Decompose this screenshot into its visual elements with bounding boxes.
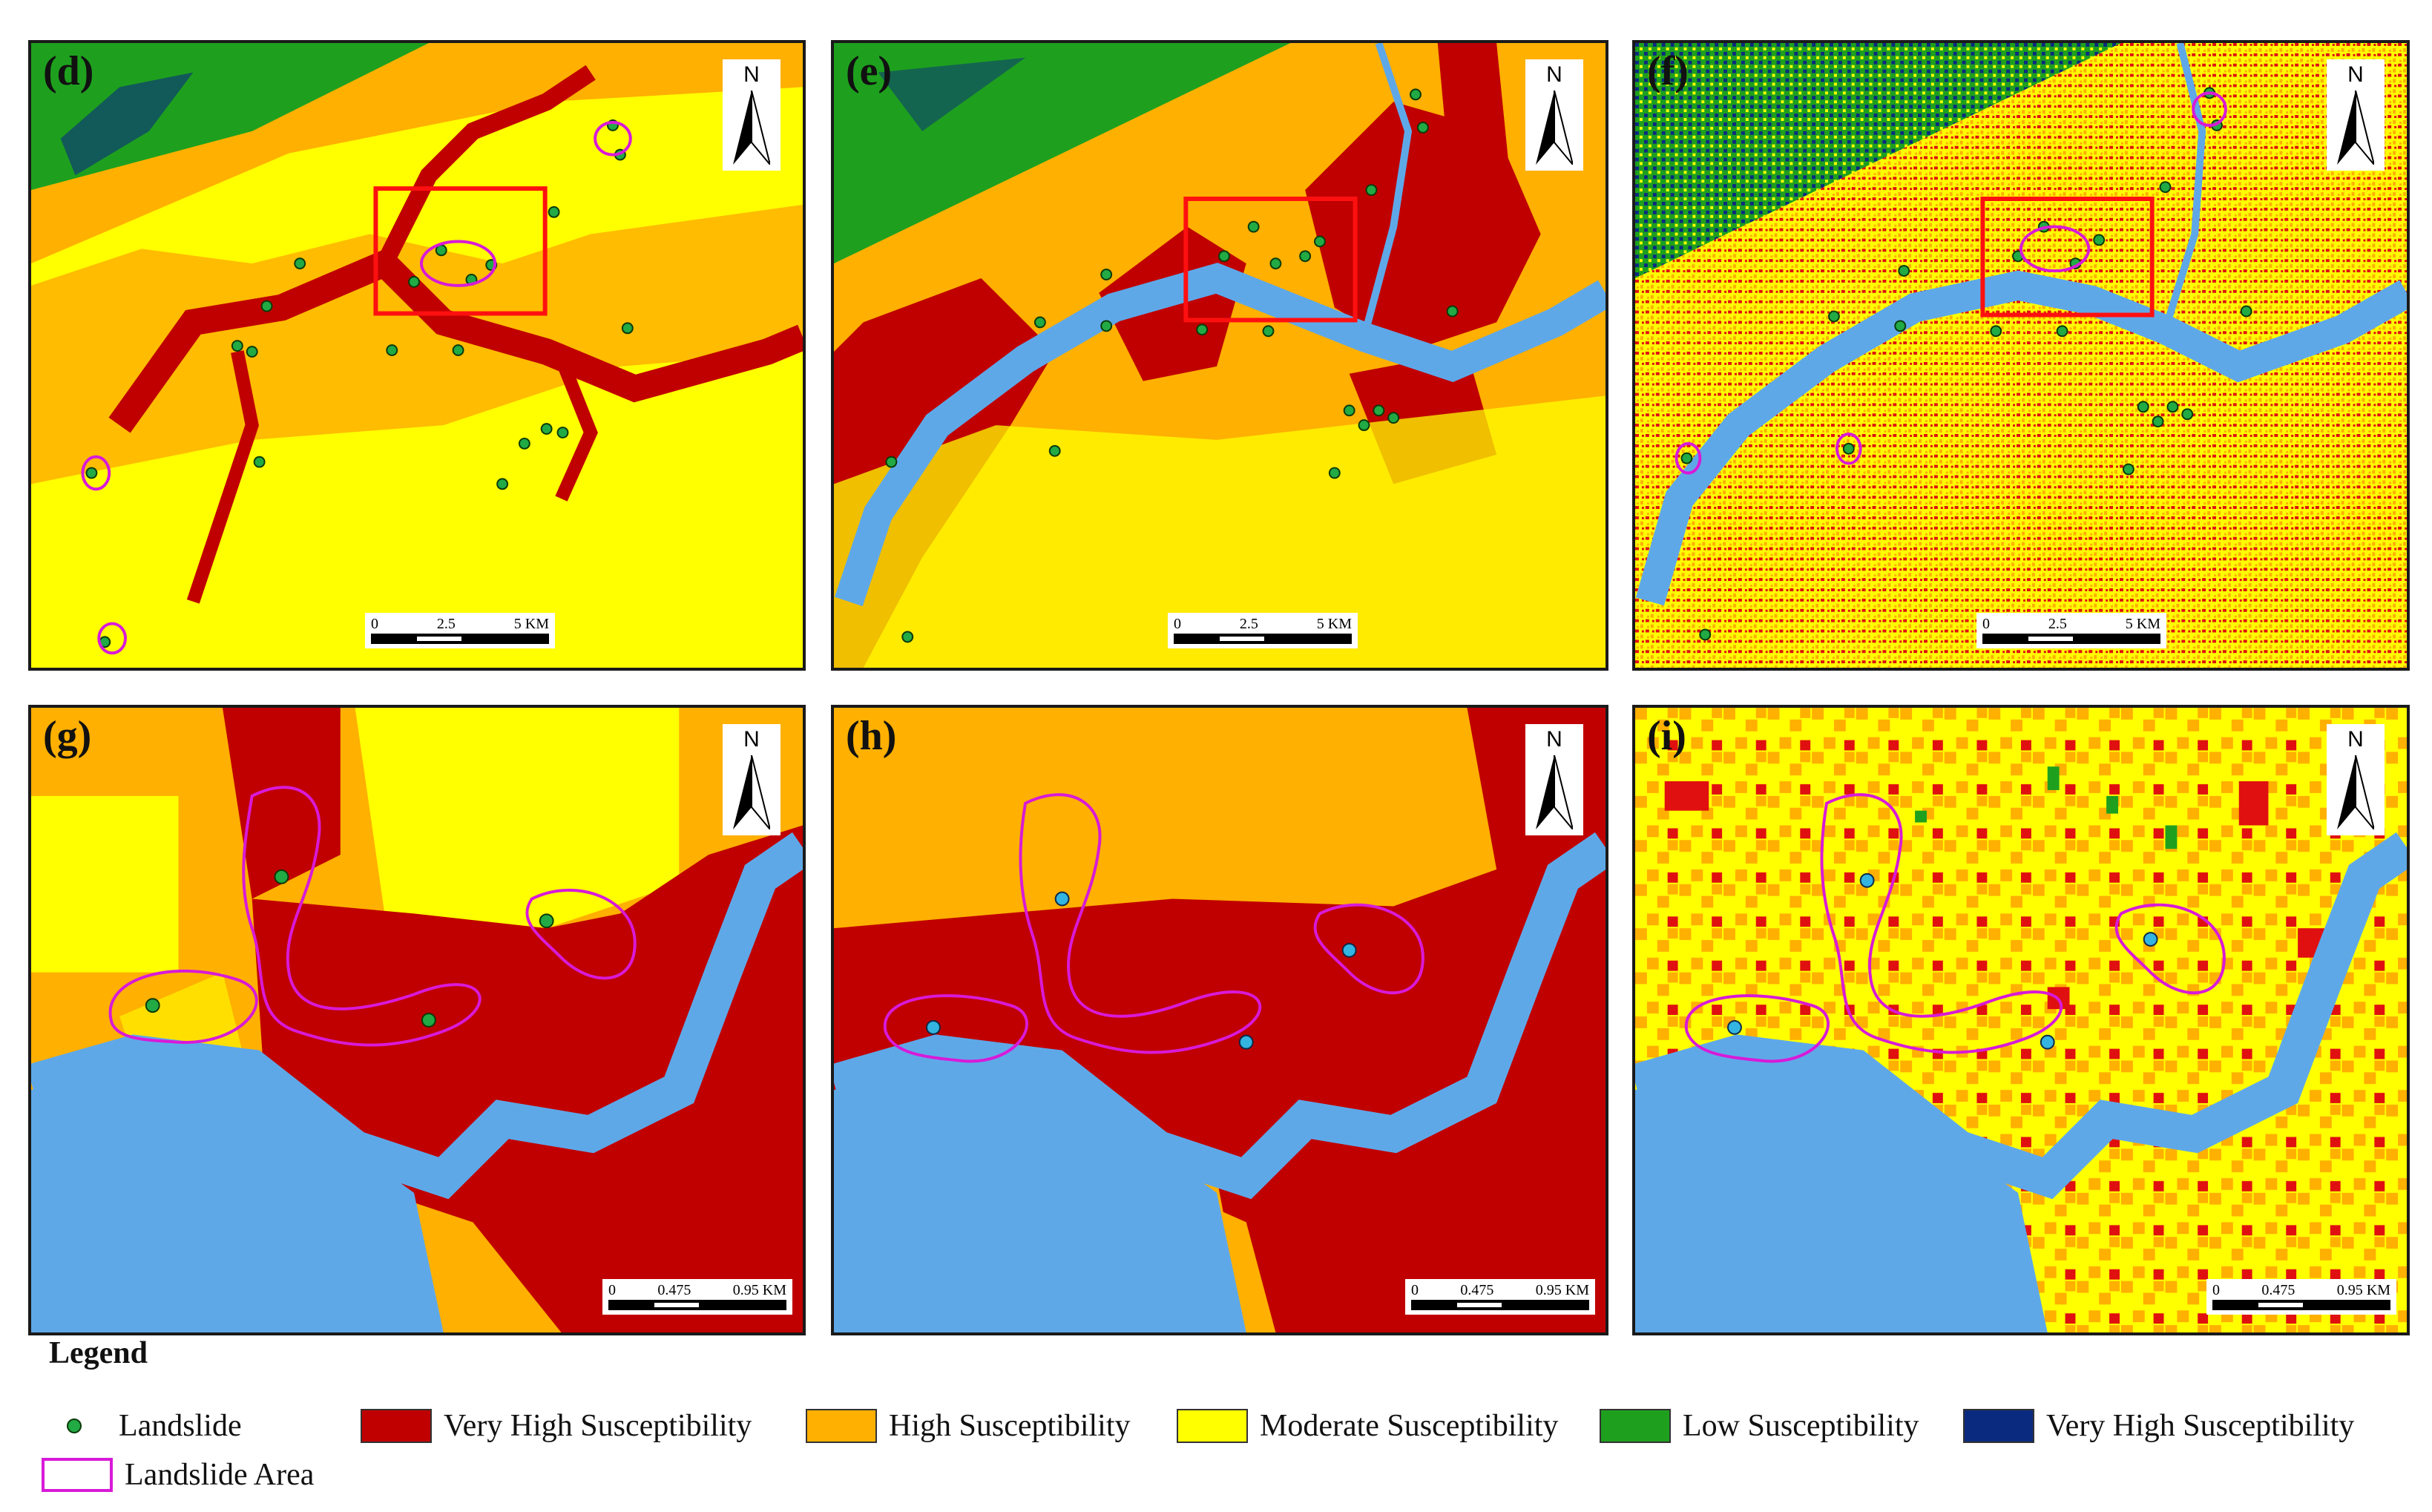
landslide-areas-i: [1684, 793, 2226, 1063]
scale-bar: 0 0.475 0.95 KM: [2206, 1279, 2396, 1315]
scale-bar: 0 0.475 0.95 KM: [602, 1279, 792, 1315]
legend-item-landslide: Landslide: [42, 1408, 242, 1444]
map-panel-d: (d) N 0 2.5 5 KM: [28, 40, 806, 671]
low-swatch: [1600, 1409, 1671, 1443]
panel-label: (e): [846, 48, 893, 94]
legend: Legend Landslide Landslide Area Very Hig…: [42, 1335, 2416, 1506]
north-arrow: N: [1525, 724, 1583, 835]
north-arrow: N: [723, 724, 780, 835]
north-arrow-icon: [733, 91, 770, 165]
high-swatch: [806, 1409, 877, 1443]
map-panel-e: (e) N 0 2.5 5 KM: [831, 40, 1608, 671]
north-arrow-icon: [1536, 755, 1573, 829]
susceptibility-map-e: [834, 43, 1606, 668]
legend-item-landslide-area: Landslide Area: [42, 1457, 314, 1493]
susceptibility-map-i: [1635, 708, 2407, 1332]
landslide-area-icon: [42, 1458, 113, 1492]
scale-bar: 0 2.5 5 KM: [365, 613, 555, 648]
susceptibility-map-g: [31, 708, 803, 1332]
legend-item-very-low: Very High Susceptibility: [1963, 1408, 2354, 1444]
north-arrow-icon: [733, 755, 770, 829]
panel-label: (g): [43, 713, 92, 759]
scale-bar: 0 2.5 5 KM: [1976, 613, 2166, 648]
north-arrow-icon: [1536, 91, 1573, 165]
north-arrow: N: [2327, 724, 2385, 835]
map-panel-h: (h) N 0 0.475 0.95 KM: [831, 705, 1608, 1335]
panel-label: (h): [846, 713, 897, 759]
legend-item-high: High Susceptibility: [806, 1408, 1131, 1444]
panel-label: (d): [43, 48, 94, 94]
north-arrow: N: [723, 59, 780, 171]
scale-bar: 0 2.5 5 KM: [1168, 613, 1358, 648]
map-panel-i: (i) N 0 0.475 0.95 KM: [1632, 705, 2410, 1335]
susceptibility-map-h: [834, 708, 1606, 1332]
north-arrow: N: [2327, 59, 2385, 171]
panel-label: (i): [1647, 713, 1686, 759]
legend-title: Legend: [49, 1336, 148, 1370]
panel-label: (f): [1647, 48, 1689, 94]
landslide-areas-g: [108, 786, 637, 1047]
map-panel-f: (f) N 0 2.5 5 KM: [1632, 40, 2410, 671]
susceptibility-map-d: [31, 43, 803, 668]
landslide-dot-icon: [67, 1419, 82, 1433]
very-low-swatch: [1963, 1409, 2034, 1443]
inset-box-d: [373, 186, 548, 316]
map-panel-g: (g) N 0 0.475 0.95 KM: [28, 705, 806, 1335]
inset-box-f: [1980, 197, 2155, 318]
legend-item-moderate: Moderate Susceptibility: [1177, 1408, 1558, 1444]
legend-item-very-high: Very High Susceptibility: [361, 1408, 752, 1444]
inset-box-e: [1183, 197, 1358, 323]
landslide-areas-h: [883, 793, 1424, 1063]
moderate-swatch: [1177, 1409, 1248, 1443]
north-arrow-icon: [2337, 91, 2374, 165]
north-arrow: N: [1525, 59, 1583, 171]
very-high-swatch: [361, 1409, 432, 1443]
legend-item-low: Low Susceptibility: [1600, 1408, 1919, 1444]
north-arrow-icon: [2337, 755, 2374, 829]
susceptibility-map-f: [1635, 43, 2407, 668]
scale-bar: 0 0.475 0.95 KM: [1405, 1279, 1595, 1315]
